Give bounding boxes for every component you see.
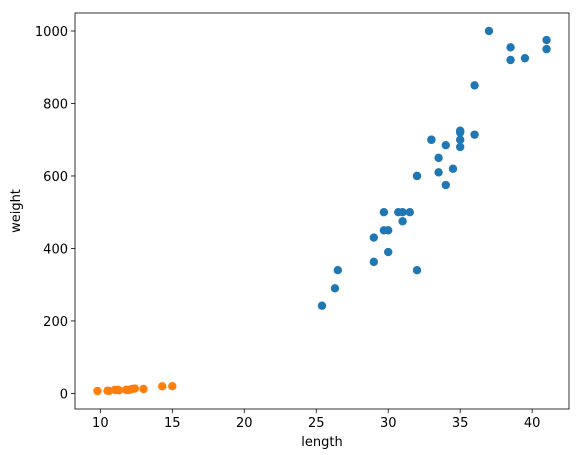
scatter-point [484,26,494,36]
y-tick-label: 400 [43,242,68,257]
x-tick-label: 15 [164,416,181,431]
scatter-point [168,382,177,391]
scatter-point [114,386,124,395]
scatter-point [542,35,551,45]
scatter-point [130,384,140,393]
scatter-point [434,153,443,163]
scatter-point [542,44,551,54]
scatter-point [369,233,379,242]
y-tick-label: 0 [60,387,68,402]
scatter-point [448,164,458,173]
x-tick-label: 10 [92,416,109,431]
scatter-point [470,130,479,139]
y-axis-label: weight [9,189,24,233]
scatter-point [441,180,450,190]
y-tick-label: 600 [43,170,68,185]
scatter-point [427,135,436,144]
y-tick-label: 800 [43,97,68,112]
scatter-point [506,55,515,65]
scatter-point [139,384,148,394]
scatter-point [441,140,450,150]
scatter-point [158,382,167,391]
scatter-point [379,208,389,217]
scatter-point [470,81,479,90]
x-tick-label: 40 [524,416,541,431]
scatter-point [412,171,422,181]
x-axis-label: length [301,435,342,450]
scatter-point [93,386,102,396]
scatter-point [384,226,393,235]
scatter-point [317,301,327,310]
scatter-point [434,168,443,177]
x-tick-label: 25 [308,416,325,431]
x-tick-label: 30 [380,416,397,431]
y-tick-label: 1000 [35,25,68,40]
x-tick-label: 20 [236,416,253,431]
scatter-point [384,247,393,257]
y-tick-label: 200 [43,315,68,330]
scatter-point [412,266,422,275]
scatter-point [455,142,465,152]
x-tick-label: 35 [452,416,469,431]
scatter-point [333,266,343,275]
scatter-point [506,43,515,52]
scatter-point [405,208,415,217]
plot-frame [74,12,570,410]
scatter-point [369,257,379,267]
scatter-point [398,217,407,226]
scatter-point [330,284,340,293]
scatter-point [520,53,530,63]
scatter-point [398,208,407,217]
scatter-point [455,128,465,137]
scatter-point [455,135,465,144]
